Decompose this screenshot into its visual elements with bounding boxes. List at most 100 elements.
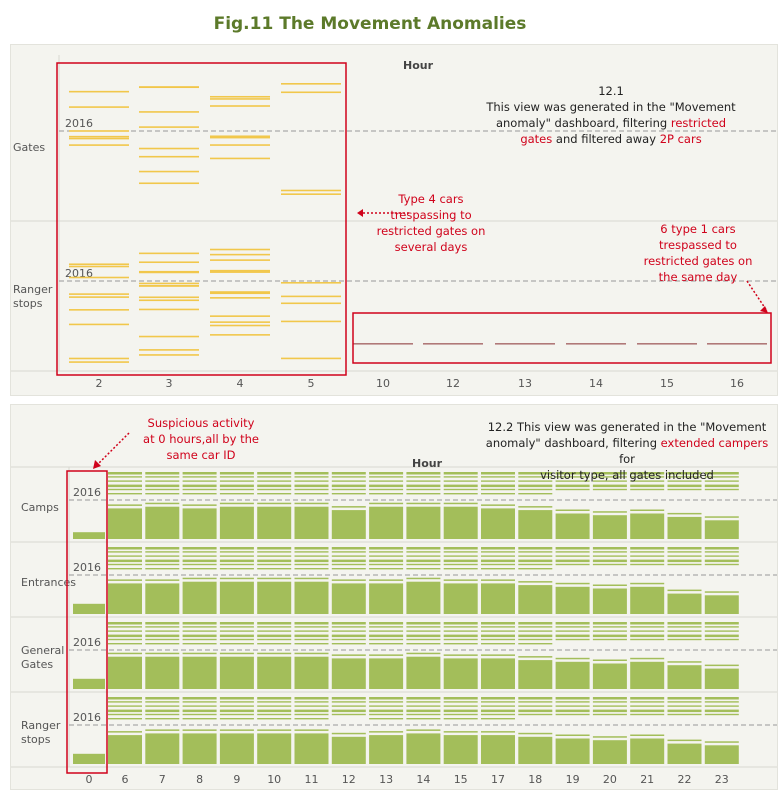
x-tick-label: 15 — [660, 377, 674, 390]
note-12-2-line2: anomaly" dashboard, filtering extended c… — [485, 436, 769, 466]
bar-stripe — [219, 472, 254, 475]
bar-stripe — [704, 488, 739, 491]
bar-stripe — [257, 555, 292, 557]
bar-stripe — [443, 630, 478, 632]
x-tick-label: 2 — [96, 377, 103, 390]
bar-mark — [592, 515, 627, 539]
stripe-mark — [139, 147, 199, 150]
stripe-mark — [495, 343, 555, 345]
bar-stripe — [257, 701, 292, 703]
bar-stripe — [630, 559, 665, 563]
bar-mark — [182, 656, 217, 689]
bar-stripe — [294, 652, 329, 655]
x-tick-label: 4 — [237, 377, 244, 390]
row-label-ranger-stops-2: stops — [21, 733, 51, 746]
x-tick-label: 19 — [566, 773, 580, 786]
stripe-mark — [210, 248, 270, 251]
bar-stripe — [555, 713, 590, 716]
bar-stripe — [518, 563, 553, 566]
bar-stripe — [294, 472, 329, 475]
bar-mark — [555, 661, 590, 689]
stripe-mark — [210, 315, 270, 317]
bar-stripe — [145, 480, 180, 482]
bar-stripe — [704, 591, 739, 593]
bar-stripe — [592, 476, 627, 478]
bar-stripe — [481, 480, 515, 482]
stripe-mark — [69, 135, 129, 138]
bar-stripe — [704, 551, 739, 553]
bar-stripe — [257, 480, 292, 482]
bar-stripe — [108, 559, 142, 563]
bar-stripe — [182, 630, 217, 632]
bar-stripe — [369, 705, 404, 707]
bar-stripe — [219, 559, 254, 563]
bar-stripe — [219, 563, 254, 566]
bar-stripe — [555, 563, 590, 566]
bar-stripe — [145, 643, 180, 645]
bar-stripe — [518, 555, 553, 557]
stripe-mark — [139, 170, 199, 173]
bar-stripe — [182, 701, 217, 703]
stripe-mark — [210, 269, 270, 272]
bar-stripe — [555, 551, 590, 553]
bar-stripe — [406, 626, 441, 628]
bar-mark — [73, 678, 105, 689]
bar-stripe — [369, 488, 404, 491]
bar-stripe — [182, 484, 217, 488]
bar-stripe — [294, 577, 329, 580]
bar-stripe — [555, 638, 590, 641]
bar-stripe — [331, 476, 366, 478]
arrow-head-suspicious — [93, 460, 101, 469]
bar-stripe — [592, 622, 627, 625]
note-12-1-line2: anomaly" dashboard, filtering restricted — [495, 116, 727, 130]
bar-mark — [182, 733, 217, 764]
stripe-mark — [139, 335, 199, 338]
year-label: 2016 — [73, 486, 101, 499]
x-tick-label: 10 — [376, 377, 390, 390]
bar-stripe — [219, 484, 254, 488]
bar-stripe — [294, 626, 329, 628]
bar-stripe — [219, 729, 254, 731]
bar-stripe — [481, 484, 515, 488]
bar-stripe — [182, 504, 217, 506]
bar-stripe — [518, 488, 553, 491]
bar-mark — [108, 656, 142, 689]
bar-stripe — [257, 493, 292, 495]
stripe-mark — [69, 130, 129, 132]
bar-stripe — [518, 493, 553, 495]
bar-mark — [369, 583, 404, 614]
bar-mark — [630, 738, 665, 764]
bar-stripe — [257, 729, 292, 731]
bar-stripe — [145, 718, 180, 720]
bar-stripe — [667, 559, 702, 563]
bar-stripe — [294, 718, 329, 720]
bar-stripe — [145, 622, 180, 625]
bar-stripe — [518, 705, 553, 707]
bar-stripe — [219, 705, 254, 707]
bar-stripe — [369, 579, 404, 581]
bar-stripe — [481, 697, 515, 700]
bar-stripe — [182, 626, 217, 628]
bar-stripe — [331, 654, 366, 656]
stripe-mark — [69, 323, 129, 326]
stripe-mark — [139, 282, 199, 285]
bar-stripe — [145, 713, 180, 716]
bar-stripe — [219, 476, 254, 478]
bar-stripe — [406, 476, 441, 478]
row-label-ranger-stops-2: stops — [13, 297, 43, 310]
stripe-mark — [139, 111, 199, 113]
bar-stripe — [555, 547, 590, 550]
bar-stripe — [219, 547, 254, 550]
bar-stripe — [592, 634, 627, 638]
bar-stripe — [369, 626, 404, 628]
bar-stripe — [145, 701, 180, 703]
bar-stripe — [555, 488, 590, 491]
stripe-mark — [210, 259, 270, 261]
stripe-mark — [139, 261, 199, 264]
bar-stripe — [369, 484, 404, 488]
bar-stripe — [369, 643, 404, 645]
bar-stripe — [294, 622, 329, 625]
bar-stripe — [704, 484, 739, 488]
bar-stripe — [592, 555, 627, 557]
bar-stripe — [369, 493, 404, 495]
